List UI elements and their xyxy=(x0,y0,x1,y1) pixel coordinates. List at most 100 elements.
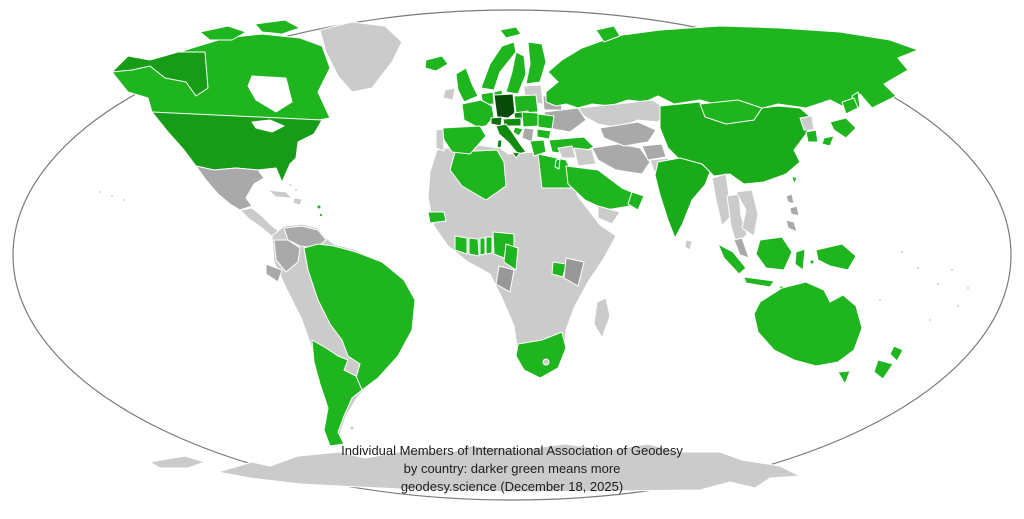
country-canada-arctic-island-1 xyxy=(199,25,247,41)
map-caption: Individual Members of International Asso… xyxy=(0,442,1024,496)
country-romania xyxy=(537,113,555,130)
country-taiwan xyxy=(791,175,798,185)
hudson-bay xyxy=(247,75,293,113)
country-france xyxy=(461,99,495,128)
country-india xyxy=(654,157,711,239)
country-south-africa xyxy=(515,331,567,379)
country-philippines-1 xyxy=(785,193,795,205)
country-italy-sardinia xyxy=(496,139,503,149)
country-portugal xyxy=(435,128,445,152)
country-ecuador xyxy=(265,263,283,283)
falkland-islands xyxy=(349,425,355,431)
island-new-guinea xyxy=(815,243,857,271)
pacific-island-7 xyxy=(966,286,970,290)
country-usa-alaska xyxy=(111,51,209,97)
country-colombia xyxy=(273,239,301,273)
countries-layer xyxy=(98,19,970,493)
country-kazakhstan xyxy=(577,99,669,129)
country-australia xyxy=(753,281,863,367)
country-gabon-congo xyxy=(495,265,515,293)
pacific-island-5 xyxy=(928,318,932,322)
island-borneo xyxy=(755,236,793,271)
country-malaysia-peninsula xyxy=(733,237,750,259)
hawaii-island-1 xyxy=(98,190,102,194)
country-south-korea xyxy=(805,129,819,143)
country-mexico xyxy=(195,165,265,211)
country-brazil xyxy=(303,243,416,391)
pacific-island-1 xyxy=(900,250,904,254)
country-uk xyxy=(455,67,479,103)
country-norway xyxy=(480,41,517,91)
country-indonesia-sulawesi xyxy=(794,248,806,271)
hawaii-island-3 xyxy=(122,198,126,202)
bahamas-2 xyxy=(294,188,298,192)
country-japan-honshu xyxy=(829,117,857,139)
bahamas-1 xyxy=(288,183,292,187)
country-benin xyxy=(485,236,493,255)
country-greenland xyxy=(319,21,403,93)
country-italy xyxy=(495,123,527,155)
country-ghana xyxy=(468,237,480,257)
country-japan-kyushu xyxy=(821,135,835,147)
country-poland xyxy=(513,94,539,114)
caption-line-1: Individual Members of International Asso… xyxy=(341,443,683,458)
country-croatia xyxy=(512,126,524,137)
country-antarctica xyxy=(217,443,801,493)
country-mongolia xyxy=(699,99,763,125)
country-new-zealand-north xyxy=(889,345,904,362)
country-finland xyxy=(525,41,547,85)
africa-base xyxy=(427,143,617,377)
country-ireland xyxy=(442,87,456,101)
pacific-island-3 xyxy=(936,282,940,286)
country-indonesia-sumatra xyxy=(717,243,747,275)
region-central-asia xyxy=(599,121,657,147)
caption-line-2: by country: darker green means more xyxy=(403,461,621,476)
pacific-island-4 xyxy=(950,268,954,272)
country-chile-argentina xyxy=(311,339,363,447)
great-lakes xyxy=(251,119,285,133)
country-cuba xyxy=(267,189,293,199)
country-indonesia-java xyxy=(743,276,775,288)
pacific-island-2 xyxy=(916,266,920,270)
country-germany xyxy=(493,93,516,119)
country-slovakia-hungary xyxy=(521,111,540,128)
caption-line-3: geodesy.science (December 18, 2025) xyxy=(400,479,624,494)
country-greece xyxy=(529,139,547,157)
country-oman-uae xyxy=(627,191,645,211)
country-kenya xyxy=(563,257,585,287)
country-russia-novaya-zemlya xyxy=(595,25,621,43)
caribbean-island-green-2 xyxy=(318,212,324,218)
country-lesotho xyxy=(542,358,550,366)
country-cameroon xyxy=(503,243,519,271)
country-australia-tasmania xyxy=(837,370,851,385)
caribbean-island-green-1 xyxy=(316,204,322,210)
country-togo xyxy=(479,237,486,256)
country-israel xyxy=(554,158,561,170)
country-yemen xyxy=(597,205,621,225)
country-bulgaria xyxy=(536,128,552,140)
country-afghanistan xyxy=(641,143,667,161)
country-cote-divoire xyxy=(454,235,468,255)
country-hispaniola xyxy=(292,197,303,206)
region-indochina xyxy=(735,189,759,237)
country-algeria xyxy=(449,149,507,201)
country-philippines-2 xyxy=(789,205,800,217)
country-new-zealand-south xyxy=(873,359,894,380)
pacific-island-6 xyxy=(956,304,960,308)
country-usa xyxy=(151,111,323,183)
country-saudi-arabia xyxy=(565,165,637,211)
country-italy-sicily xyxy=(511,151,521,159)
country-japan-hokkaido xyxy=(841,97,859,115)
country-sweden xyxy=(505,51,527,95)
country-philippines-3 xyxy=(785,219,798,233)
country-madagascar xyxy=(593,297,611,339)
country-sri-lanka xyxy=(684,239,693,251)
country-uganda xyxy=(551,261,567,278)
country-iraq xyxy=(573,147,597,167)
indonesia-moluccas-1 xyxy=(809,259,815,265)
country-senegal xyxy=(427,211,447,224)
country-svalbard xyxy=(499,26,522,39)
country-canada-arctic-island-2 xyxy=(254,19,301,35)
